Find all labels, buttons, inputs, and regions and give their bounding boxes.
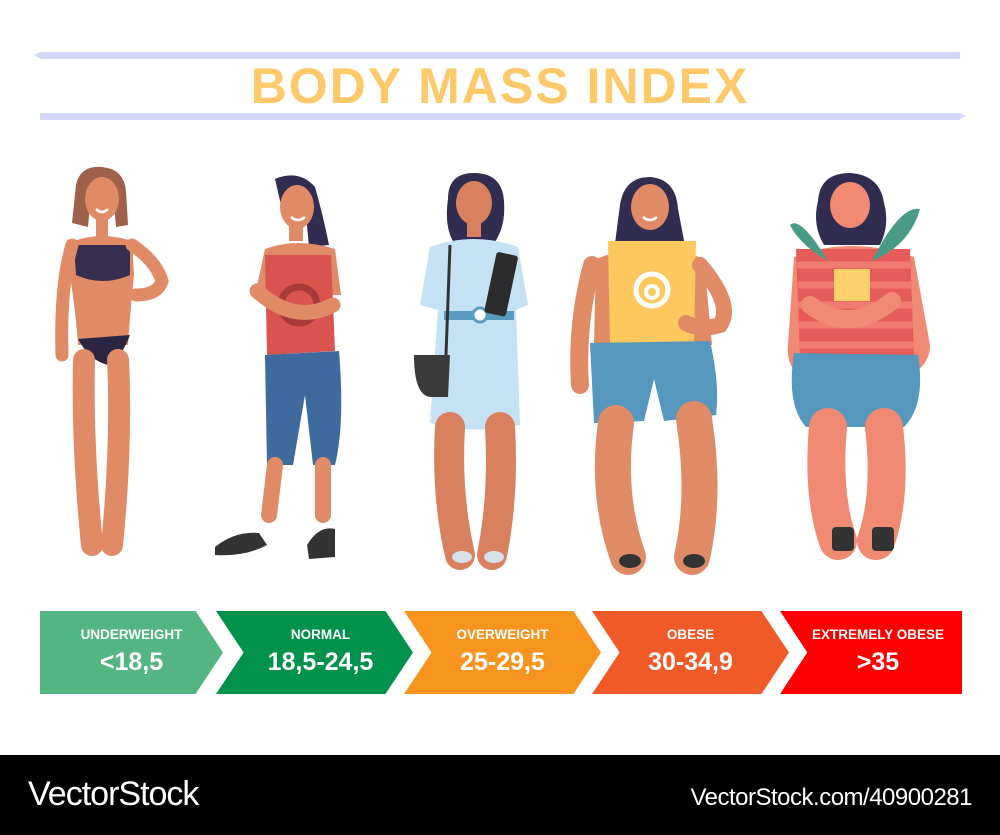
segment-label: EXTREMELY OBESE — [811, 627, 945, 642]
segment-extremely-obese: EXTREMELY OBESE >35 — [780, 611, 962, 694]
page-title: BODY MASS INDEX — [250, 58, 750, 114]
segment-range: 25-29,5 — [460, 648, 545, 676]
segment-label: NORMAL — [290, 627, 351, 642]
segment-label: OVERWEIGHT — [456, 627, 549, 642]
figure-obese — [570, 177, 732, 575]
segment-obese: OBESE 30-34,9 — [592, 611, 789, 694]
segment-overweight: OVERWEIGHT 25-29,5 — [404, 611, 601, 694]
segment-range: <18,5 — [99, 648, 164, 676]
figure-overweight — [414, 173, 528, 570]
segment-label: OBESE — [666, 627, 715, 642]
segment-normal: NORMAL 18,5-24,5 — [216, 611, 413, 694]
figure-extremely-obese — [787, 173, 930, 560]
segment-label: UNDERWEIGHT — [80, 627, 183, 642]
segment-range: 30-34,9 — [648, 648, 733, 676]
figure-normal — [215, 175, 342, 559]
watermark-bar: VectorStock VectorStock.com/40900281 — [0, 755, 1000, 835]
figures-row — [0, 165, 1000, 575]
image-reference: VectorStock.com/40900281 — [690, 784, 972, 811]
top-divider — [34, 52, 960, 59]
figure-underweight — [55, 166, 169, 556]
segment-underweight: UNDERWEIGHT <18,5 — [40, 611, 223, 694]
bottom-divider — [40, 113, 966, 120]
segment-range: 18,5-24,5 — [267, 648, 374, 676]
segment-range: >35 — [856, 648, 900, 676]
bmi-scale: UNDERWEIGHT <18,5 NORMAL 18,5-24,5 OVERW… — [40, 611, 962, 694]
brand-logo: VectorStock — [28, 775, 199, 813]
